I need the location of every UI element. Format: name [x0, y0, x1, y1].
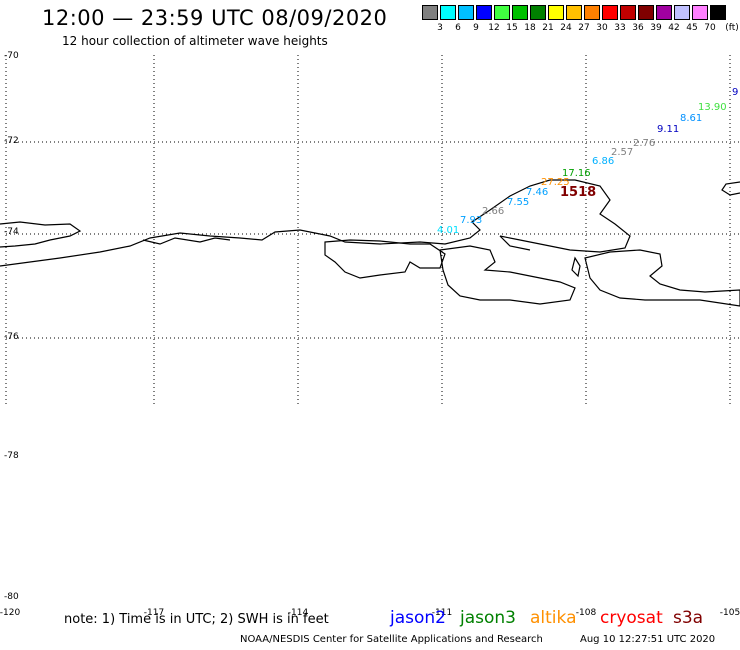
- footer-credit: NOAA/NESDIS Center for Satellite Applica…: [240, 634, 543, 645]
- legend-label: 9: [473, 23, 479, 33]
- legend-swatch: [494, 5, 510, 20]
- y-axis-label: -80: [4, 592, 19, 602]
- legend-swatch: [440, 5, 456, 20]
- y-axis-label: -70: [4, 51, 19, 61]
- legend-label: 33: [614, 23, 626, 33]
- y-axis-label: -76: [4, 332, 19, 342]
- coastline: [0, 179, 740, 307]
- wave-height-label: 2.76: [633, 138, 656, 149]
- legend-label: 70: [704, 23, 716, 33]
- y-axis-label: -78: [4, 451, 19, 461]
- x-axis-label: -108: [575, 608, 597, 618]
- legend-swatch: [674, 5, 690, 20]
- x-axis-label: -117: [143, 608, 165, 618]
- wave-height-label: 9.11: [657, 124, 680, 135]
- legend-label: 39: [650, 23, 662, 33]
- legend-label: 12: [488, 23, 500, 33]
- coastline-inlet: [499, 235, 531, 251]
- y-axis-label: -72: [4, 136, 19, 146]
- satellite-altika: altika: [530, 608, 577, 628]
- x-axis-label: -111: [431, 608, 453, 618]
- coastline-island-3: [584, 249, 740, 307]
- legend-label: 27: [578, 23, 590, 33]
- wave-height-label: 7.93: [460, 215, 483, 226]
- coastline-island-1: [324, 239, 446, 279]
- map-subtitle: 12 hour collection of altimeter wave hei…: [62, 34, 328, 48]
- legend-swatch: [584, 5, 600, 20]
- coastline-island-2: [439, 245, 576, 305]
- legend-label: 36: [632, 23, 644, 33]
- footer-timestamp: Aug 10 12:27:51 UTC 2020: [580, 634, 716, 645]
- legend-swatch: [602, 5, 618, 20]
- wave-height-label: 2.66: [482, 206, 505, 217]
- coastline-main: [0, 221, 82, 248]
- satellite-jason2: jason2: [390, 608, 446, 628]
- legend-swatch: [620, 5, 636, 20]
- legend-label: 15: [506, 23, 518, 33]
- coastline-small: [571, 256, 581, 278]
- wave-height-label: 7.46: [526, 187, 549, 198]
- map-title: 12:00 — 23:59 UTC 08/09/2020: [42, 6, 388, 30]
- wave-height-label: 4.01: [437, 225, 460, 236]
- legend-unit: (ft): [725, 23, 739, 33]
- legend-label: 42: [668, 23, 680, 33]
- x-axis-label: -120: [0, 608, 21, 618]
- legend-swatch: [638, 5, 654, 20]
- coastline-east: [721, 181, 740, 196]
- legend-swatch: [710, 5, 726, 20]
- wave-height-label: 2.57: [611, 147, 634, 158]
- x-axis-label: -114: [287, 608, 309, 618]
- legend-label: 30: [596, 23, 608, 33]
- coastline-peninsula: [0, 179, 631, 267]
- wave-height-label: 17.16: [562, 168, 591, 179]
- wave-height-label: 27.25: [541, 177, 570, 188]
- legend-label: 21: [542, 23, 554, 33]
- coastline-bay: [142, 237, 231, 245]
- satellite-jason3: jason3: [460, 608, 516, 628]
- legend-label: 3: [437, 23, 443, 33]
- legend-swatch: [458, 5, 474, 20]
- x-axis-label: -105: [719, 608, 740, 618]
- legend-swatch: [422, 5, 438, 20]
- legend-swatch: [656, 5, 672, 20]
- parallel-lines: [6, 141, 740, 339]
- y-axis-label: -74: [4, 227, 19, 237]
- wave-height-label: 6.86: [592, 156, 615, 167]
- legend-swatch: [530, 5, 546, 20]
- legend-swatch: [476, 5, 492, 20]
- wave-height-label: 13.90: [698, 102, 727, 113]
- wave-height-label: 1518: [560, 185, 597, 200]
- wave-height-label: 8.61: [680, 113, 703, 124]
- legend-label: 18: [524, 23, 536, 33]
- units-note: note: 1) Time is in UTC; 2) SWH is in fe…: [64, 612, 329, 627]
- satellite-s3a: s3a: [673, 608, 704, 628]
- legend-swatch: [566, 5, 582, 20]
- legend-label: 24: [560, 23, 572, 33]
- wave-height-label: 7.55: [507, 197, 530, 208]
- legend-label: 45: [686, 23, 698, 33]
- legend-swatch: [512, 5, 528, 20]
- legend-label: 6: [455, 23, 461, 33]
- legend-swatch: [548, 5, 564, 20]
- satellite-cryosat: cryosat: [600, 608, 663, 628]
- wave-height-label: 9: [732, 87, 739, 98]
- legend-swatch: [692, 5, 708, 20]
